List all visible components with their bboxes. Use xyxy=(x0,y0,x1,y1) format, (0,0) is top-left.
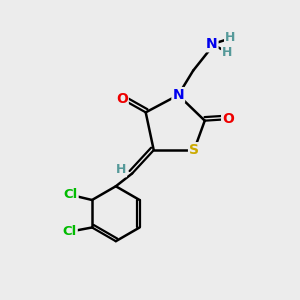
Text: H: H xyxy=(222,46,232,59)
Text: S: S xyxy=(189,143,199,157)
Text: H: H xyxy=(116,163,126,176)
Text: N: N xyxy=(172,88,184,102)
Text: N: N xyxy=(206,37,218,51)
Text: O: O xyxy=(116,92,128,106)
Text: Cl: Cl xyxy=(63,188,78,201)
Text: H: H xyxy=(225,31,236,44)
Text: O: O xyxy=(222,112,234,126)
Text: Cl: Cl xyxy=(62,225,77,239)
